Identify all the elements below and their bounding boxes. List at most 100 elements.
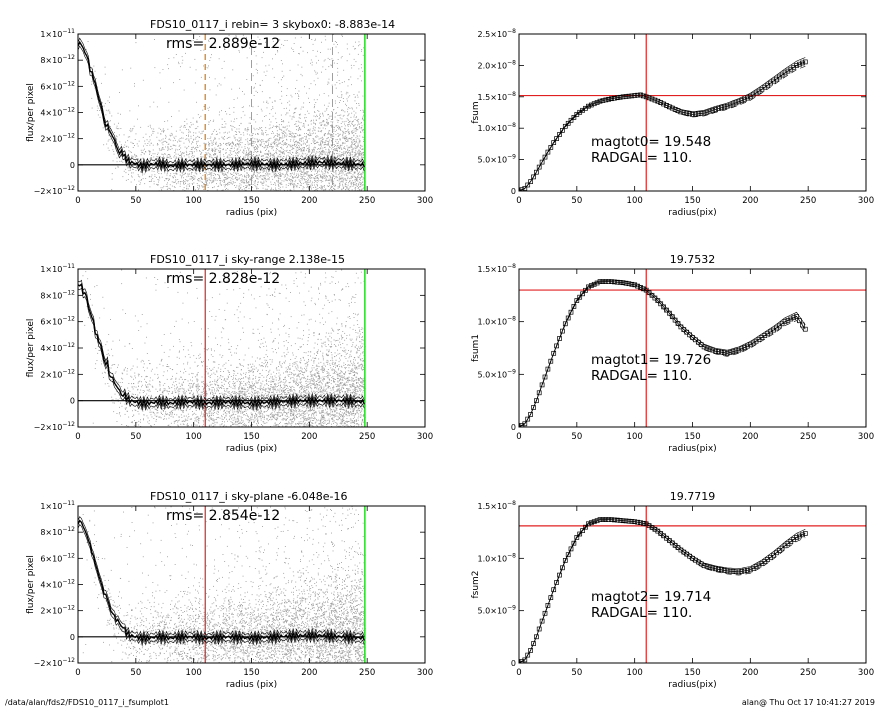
scatter-point — [173, 57, 175, 59]
scatter-point — [317, 169, 319, 171]
scatter-point — [149, 186, 151, 188]
scatter-point — [343, 154, 344, 156]
scatter-point — [286, 112, 287, 114]
fsum-marker — [542, 154, 548, 160]
scatter-point — [220, 169, 222, 171]
scatter-point — [259, 171, 261, 173]
scatter-point — [355, 145, 357, 147]
scatter-point — [303, 147, 305, 149]
scatter-point — [185, 179, 186, 180]
scatter-point — [309, 177, 311, 179]
scatter-point — [299, 127, 300, 128]
scatter-point — [180, 140, 182, 142]
scatter-point — [292, 145, 294, 146]
scatter-point — [254, 147, 256, 148]
scatter-point — [224, 136, 225, 137]
scatter-point — [354, 184, 356, 186]
scatter-point — [249, 154, 251, 156]
scatter-point — [333, 160, 335, 162]
scatter-point — [257, 134, 259, 135]
scatter-point — [287, 175, 289, 177]
scatter-point — [275, 161, 277, 162]
scatter-point — [145, 133, 147, 135]
fsum-marker — [586, 103, 591, 109]
scatter-point — [294, 186, 296, 188]
scatter-point — [357, 124, 358, 126]
scatter-point — [282, 186, 284, 188]
scatter-point — [341, 121, 343, 123]
scatter-point — [224, 170, 225, 172]
scatter-point — [186, 148, 188, 150]
scatter-point — [293, 112, 295, 113]
scatter-point — [153, 101, 155, 103]
scatter-point — [279, 142, 281, 144]
scatter-point — [318, 130, 320, 132]
scatter-point — [257, 140, 259, 142]
scatter-point — [254, 170, 255, 172]
y-tick-label: 2×10−12 — [40, 133, 75, 144]
scatter-point — [190, 149, 192, 150]
scatter-point — [318, 59, 319, 61]
scatter-point — [135, 161, 136, 162]
scatter-point — [164, 140, 166, 142]
scatter-point — [361, 183, 362, 185]
scatter-point — [172, 177, 174, 179]
scatter-point — [221, 171, 223, 173]
scatter-point — [187, 188, 189, 190]
scatter-point — [188, 135, 189, 137]
scatter-point — [102, 127, 104, 129]
scatter-point — [218, 147, 220, 149]
scatter-point — [295, 133, 297, 135]
scatter-point — [244, 146, 246, 148]
scatter-point — [285, 157, 287, 159]
scatter-point — [186, 168, 188, 169]
scatter-point — [324, 167, 326, 169]
scatter-point — [197, 145, 198, 146]
scatter-point — [290, 173, 292, 174]
scatter-point — [263, 158, 265, 160]
scatter-point — [117, 151, 119, 153]
scatter-point — [256, 154, 257, 156]
scatter-point — [315, 176, 316, 177]
scatter-point — [333, 184, 335, 186]
scatter-point — [329, 175, 331, 177]
scatter-point — [249, 47, 250, 49]
scatter-point — [325, 153, 327, 155]
scatter-point — [230, 172, 232, 174]
fsum-marker — [698, 111, 704, 116]
scatter-point — [300, 156, 302, 158]
scatter-point — [281, 129, 283, 131]
y-tick-label: 1×10−11 — [40, 28, 75, 39]
scatter-point — [236, 179, 237, 180]
scatter-point — [114, 132, 115, 133]
scatter-point — [165, 134, 167, 136]
scatter-point — [190, 131, 191, 133]
scatter-point — [231, 173, 233, 175]
scatter-point — [339, 144, 341, 146]
scatter-point — [305, 117, 307, 118]
scatter-point — [276, 158, 278, 160]
scatter-point — [345, 140, 346, 142]
scatter-point — [173, 136, 175, 138]
scatter-point — [248, 160, 250, 162]
scatter-point — [328, 117, 330, 119]
scatter-point — [233, 121, 235, 123]
scatter-point — [170, 135, 172, 137]
scatter-point — [113, 151, 115, 152]
scatter-point — [353, 132, 355, 133]
scatter-point — [189, 126, 191, 128]
scatter-point — [205, 143, 207, 145]
scatter-point — [296, 152, 298, 154]
scatter-point — [138, 175, 139, 177]
scatter-point — [358, 138, 360, 140]
scatter-point — [97, 86, 99, 88]
scatter-point — [306, 133, 307, 134]
scatter-point — [313, 99, 315, 101]
scatter-point — [358, 183, 360, 185]
scatter-point — [342, 181, 344, 183]
scatter-point — [309, 133, 311, 135]
scatter-point — [362, 171, 364, 173]
scatter-point — [344, 125, 346, 127]
scatter-point — [339, 182, 340, 184]
scatter-point — [153, 180, 155, 182]
